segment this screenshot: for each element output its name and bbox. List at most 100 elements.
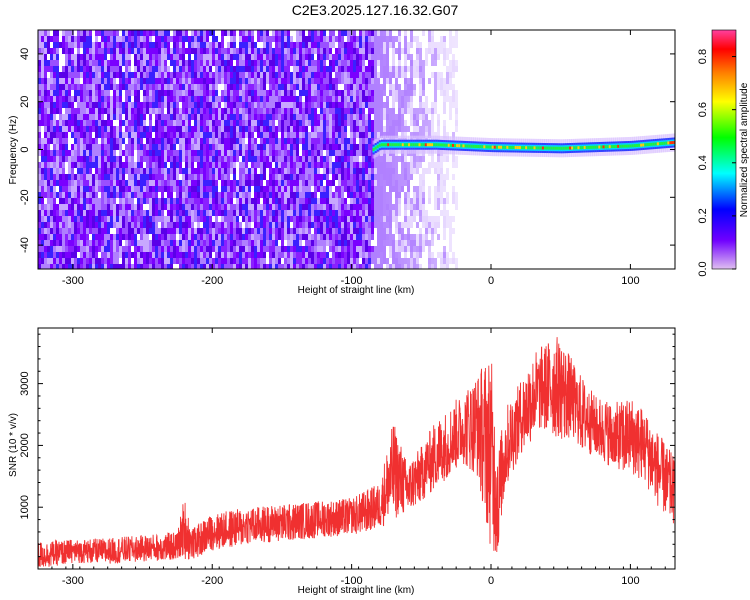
spectrogram-cell	[230, 198, 233, 204]
spectrogram-cell	[125, 72, 128, 78]
spectrogram-cell	[131, 264, 134, 269]
spectrogram-cell	[446, 210, 449, 228]
spectrogram-cell	[152, 42, 155, 48]
spectrogram-cell	[404, 258, 407, 269]
spectrogram-cell	[134, 252, 137, 269]
spectrogram-cell	[236, 102, 239, 108]
spectrogram-cell	[152, 84, 155, 90]
spectrogram-cell	[110, 222, 113, 228]
spectrogram-cell	[185, 150, 188, 156]
spectrogram-cell	[365, 114, 368, 120]
spectrogram-cell	[122, 162, 125, 168]
spectrogram-cell	[236, 126, 239, 132]
spectrogram-cell	[275, 264, 278, 269]
spectrogram-cell	[143, 48, 146, 60]
spectrogram-cell	[152, 126, 155, 132]
spectrogram-cell	[227, 174, 230, 180]
spectrogram-cell	[419, 246, 422, 258]
spectrogram-ridge-core	[633, 144, 637, 148]
spectrogram-cell	[218, 78, 221, 84]
spectrogram-ridge-core	[412, 143, 416, 147]
spectrogram-cell	[74, 246, 77, 258]
spectrogram-cell	[314, 108, 317, 126]
spectrogram-cell	[140, 114, 143, 126]
spectrogram-cell	[74, 258, 77, 269]
spectrogram-cell	[215, 96, 218, 102]
spectrogram-cell	[290, 120, 293, 126]
spectrogram-cell	[83, 42, 86, 48]
spectrogram-ridge-core	[552, 146, 556, 150]
spectrogram-cell	[155, 42, 158, 48]
spectrogram-cell	[167, 120, 170, 126]
spectrogram-cell	[110, 192, 113, 198]
spectrogram-cell	[206, 96, 209, 102]
spectrogram-cell	[56, 234, 59, 240]
spectrogram-cell	[116, 84, 119, 90]
spectrogram-cell	[158, 66, 161, 84]
spectrogram-cell	[143, 132, 146, 138]
spectrogram-cell	[116, 60, 119, 66]
spectrogram-cell	[185, 246, 188, 252]
spectrogram-cell	[170, 36, 173, 42]
spectrogram-cell	[425, 114, 428, 132]
spectrogram-cell	[278, 114, 281, 120]
spectrogram-cell	[398, 84, 401, 96]
spectrogram-cell	[245, 264, 248, 269]
spectrogram-cell	[359, 36, 362, 48]
spectrogram-cell	[326, 84, 329, 90]
spectrogram-cell	[182, 240, 185, 252]
spectrogram-cell	[56, 108, 59, 114]
spectrogram-cell	[332, 180, 335, 186]
spectrogram-cell	[257, 144, 260, 150]
spectrogram-cell	[281, 186, 284, 192]
spectrogram-cell	[329, 264, 332, 269]
spectrogram-cell	[38, 204, 41, 210]
spectrogram-ridge-core	[600, 145, 604, 149]
spectrogram-cell	[443, 126, 446, 132]
spectrogram-cell	[410, 216, 413, 228]
spectrogram-cell	[311, 144, 314, 150]
spectrogram-ridge-core	[587, 145, 591, 149]
spectrogram-cell	[83, 66, 86, 72]
spectrogram-cell	[434, 72, 437, 90]
spectrogram-cell	[95, 60, 98, 66]
spectrogram-cell	[422, 180, 425, 192]
spectrogram-cell	[197, 192, 200, 198]
spectrogram-cell	[107, 180, 110, 186]
spectrogram-cell	[209, 234, 212, 252]
spectrogram-cell	[419, 234, 422, 252]
spectrogram-cell	[104, 258, 107, 269]
spectrogram-cell	[299, 138, 302, 144]
spectrogram-cell	[92, 234, 95, 240]
spectrogram-cell	[317, 258, 320, 264]
spectrogram-cell	[68, 204, 71, 222]
spectrogram-cell	[353, 84, 356, 96]
spectrogram-cell	[449, 258, 452, 264]
spectrogram-cell	[275, 156, 278, 162]
spectrogram-cell	[92, 252, 95, 258]
spectrogram-cell	[218, 48, 221, 54]
spectrogram-cell	[107, 66, 110, 72]
spectrogram-cell	[134, 114, 137, 120]
spectrogram-cell	[137, 102, 140, 108]
spectrogram-cell	[278, 108, 281, 114]
spectrogram-cell	[416, 36, 419, 54]
spectrogram-cell	[392, 96, 395, 114]
spectrogram-cell	[398, 96, 401, 102]
spectrogram-cell	[50, 36, 53, 42]
spectrogram-cell	[194, 264, 197, 269]
spectrogram-cell	[434, 102, 437, 114]
spectrogram-cell	[305, 246, 308, 252]
spectrogram-cell	[128, 132, 131, 138]
spectrogram-cell	[221, 264, 224, 269]
spectrogram-cell	[125, 228, 128, 234]
spectrogram-cell	[407, 84, 410, 90]
spectrogram-cell	[230, 126, 233, 132]
spectrogram-cell	[284, 42, 287, 48]
spectrogram-cell	[446, 258, 449, 269]
spectrogram-cell	[83, 204, 86, 210]
spectrogram-cell	[80, 174, 83, 180]
spectrogram-cell	[437, 72, 440, 90]
spectrogram-cell	[77, 156, 80, 162]
spectrogram-cell	[434, 228, 437, 234]
